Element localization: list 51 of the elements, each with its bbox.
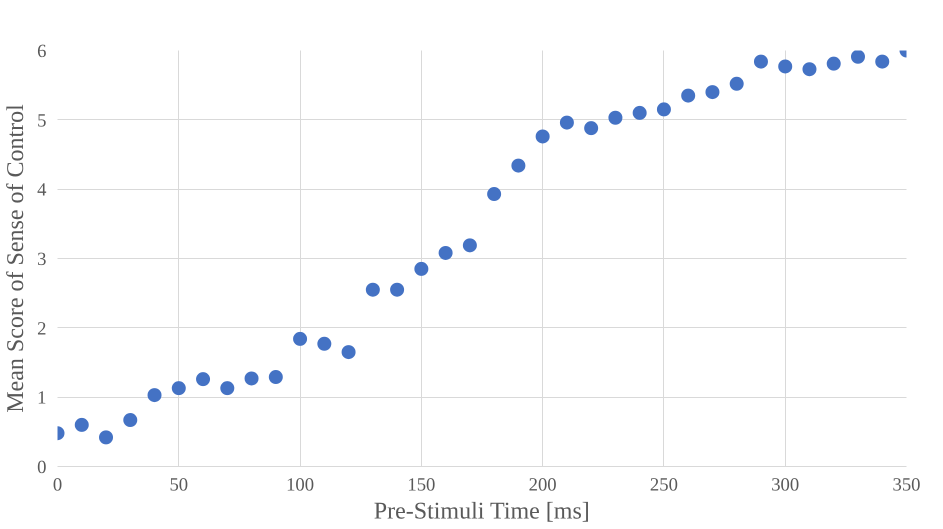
x-tick-label: 0 [52,474,62,496]
y-axis-title: Mean Score of Sense of Control [3,104,30,413]
point [268,370,283,384]
point [705,85,720,100]
y-tick-label: 5 [37,110,46,132]
x-tick-label: 350 [892,474,920,496]
point [608,110,622,125]
point [366,282,380,297]
point [778,59,792,74]
x-tick-label: 100 [286,474,314,496]
point [148,388,162,402]
point [511,158,526,173]
point [487,187,502,202]
point [875,54,890,69]
point [99,430,114,444]
point [293,332,308,346]
x-tick-label: 150 [407,474,436,496]
point [74,418,89,432]
x-tick-label: 50 [169,474,188,496]
x-tick-label: 300 [771,474,800,496]
y-tick-label: 6 [37,41,46,62]
point [560,116,574,130]
x-axis-title: Pre-Stimuli Time [ms] [374,498,590,524]
point [196,372,210,386]
point [172,381,186,396]
point [462,238,477,252]
point [632,106,647,120]
point [438,246,453,260]
y-tick-label: 2 [37,318,46,340]
y-tick-label: 0 [37,457,46,478]
point [754,54,768,69]
point [826,56,841,71]
y-tick-label: 3 [37,249,46,270]
point [850,50,865,64]
x-tick-label: 200 [528,474,557,496]
point [220,381,234,396]
point [681,88,696,103]
point [584,121,598,136]
y-tick-label: 4 [37,180,48,201]
y-tick-label: 1 [37,388,46,409]
point [390,282,404,297]
point [656,102,671,116]
point [342,345,356,360]
point [244,371,259,386]
point [802,62,816,76]
point [414,262,428,276]
point [730,76,744,91]
point [536,129,550,144]
x-tick-label: 250 [650,474,678,496]
point [123,413,138,428]
point [317,336,332,351]
